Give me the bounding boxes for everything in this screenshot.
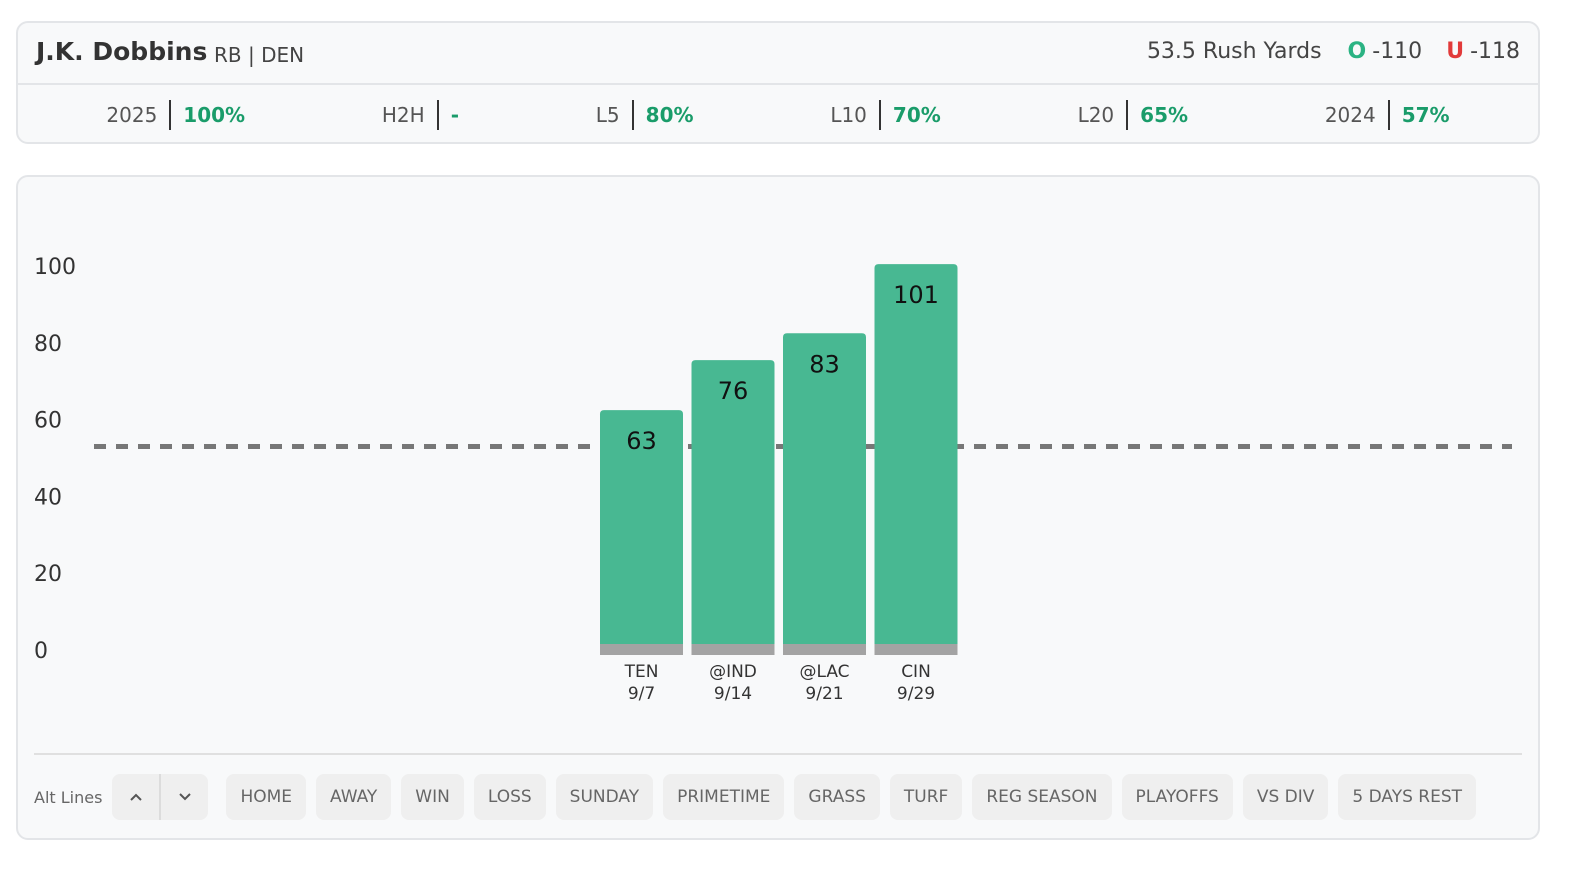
hit-rate-value: 57% bbox=[1401, 102, 1450, 127]
filter-bar: Alt Lines HOME AWAY WIN LOSS SUNDAY PRIMETIME… bbox=[34, 774, 1522, 820]
filter-button[interactable]: HOME bbox=[226, 774, 307, 820]
value-label: 63 bbox=[626, 427, 657, 455]
alt-lines-label: Alt Lines bbox=[34, 787, 103, 807]
x-tick-date: 9/29 bbox=[897, 684, 935, 704]
prop-market: Rush Yards bbox=[1202, 39, 1322, 64]
filter-button[interactable]: LOSS bbox=[473, 774, 546, 820]
alt-line-down[interactable] bbox=[159, 774, 208, 820]
hit-rate: L5 80% bbox=[595, 99, 694, 130]
hit-rate-label: L5 bbox=[595, 102, 620, 127]
hit-rate-label: L10 bbox=[830, 102, 867, 127]
prop-line: 53.5 bbox=[1146, 39, 1196, 64]
bar bbox=[874, 264, 958, 655]
value-label: 83 bbox=[809, 350, 840, 378]
hit-rate: L10 70% bbox=[830, 99, 941, 130]
y-tick-label: 100 bbox=[34, 255, 76, 280]
hit-rate-divider bbox=[878, 99, 881, 130]
value-label: 101 bbox=[893, 281, 939, 309]
hit-rate-divider bbox=[631, 99, 634, 130]
x-tick-date: 9/21 bbox=[805, 684, 843, 704]
filter-button[interactable]: VS DIV bbox=[1242, 774, 1329, 820]
player-name: J.K. Dobbins bbox=[36, 37, 208, 66]
filter-button[interactable]: AWAY bbox=[316, 774, 392, 820]
position-team: RB | DEN bbox=[214, 43, 305, 67]
hit-rate-value: 70% bbox=[892, 102, 941, 127]
y-tick-label: 80 bbox=[34, 332, 62, 357]
hit-rate-divider bbox=[169, 99, 172, 130]
under-odds[interactable]: -118 bbox=[1470, 39, 1520, 64]
filter-button[interactable]: REG SEASON bbox=[972, 774, 1112, 820]
filter-button[interactable]: 5 DAYS REST bbox=[1338, 774, 1477, 820]
hit-rate-value: 80% bbox=[645, 102, 694, 127]
hit-rate-label: 2024 bbox=[1324, 102, 1376, 127]
filter-button[interactable]: GRASS bbox=[794, 774, 880, 820]
filter-button[interactable]: PLAYOFFS bbox=[1121, 774, 1233, 820]
over-label[interactable]: O bbox=[1347, 39, 1367, 64]
hit-rate-value: - bbox=[450, 102, 459, 127]
x-tick-label: CIN bbox=[901, 662, 931, 682]
x-tick-date: 9/7 bbox=[628, 684, 655, 704]
x-tick-date: 9/14 bbox=[714, 684, 752, 704]
player-card: J.K. Dobbins RB | DEN 53.5 Rush Yards O-… bbox=[16, 21, 1540, 144]
over-odds[interactable]: -110 bbox=[1372, 39, 1423, 64]
bar-base bbox=[783, 644, 866, 655]
filter-button[interactable]: PRIMETIME bbox=[663, 774, 785, 820]
x-tick-label: TEN bbox=[624, 662, 659, 682]
y-tick-label: 20 bbox=[34, 562, 62, 587]
hit-rate-value: 65% bbox=[1140, 102, 1189, 127]
hit-rate-divider bbox=[436, 99, 439, 130]
under-label[interactable]: U bbox=[1446, 39, 1465, 64]
chart-card bbox=[16, 175, 1540, 840]
player-header: J.K. Dobbins RB | DEN 53.5 Rush Yards O-… bbox=[18, 23, 1538, 85]
hit-rate-label: L20 bbox=[1077, 102, 1115, 127]
hit-rate-divider bbox=[1387, 99, 1390, 130]
filter-button[interactable]: TURF bbox=[889, 774, 963, 820]
odds: 53.5 Rush Yards O -110 U -118 bbox=[1147, 39, 1520, 64]
y-tick-label: 60 bbox=[34, 409, 62, 434]
hit-rate: 2024 57% bbox=[1324, 99, 1450, 130]
filter-button[interactable]: SUNDAY bbox=[555, 774, 654, 820]
value-label: 76 bbox=[718, 377, 749, 405]
y-tick-label: 40 bbox=[34, 485, 62, 510]
alt-line-arrows bbox=[112, 774, 209, 820]
x-tick-label: @LAC bbox=[799, 662, 849, 682]
y-tick-label: 0 bbox=[34, 639, 48, 664]
hit-rate-label: 2025 bbox=[106, 102, 158, 127]
alt-line-up[interactable] bbox=[112, 774, 159, 820]
hit-rates: 2025 100% H2H - L5 80% L10 70% L20 65% 2024 57% bbox=[18, 85, 1538, 144]
bar bbox=[600, 410, 683, 655]
bar-base bbox=[691, 644, 775, 655]
filter-button[interactable]: WIN bbox=[401, 774, 464, 820]
hit-rate: H2H - bbox=[381, 99, 459, 130]
bar-base bbox=[874, 644, 958, 655]
hit-rate: 2025 100% bbox=[106, 99, 246, 130]
hit-rate-value: 100% bbox=[183, 102, 246, 127]
hit-rate-divider bbox=[1126, 99, 1129, 130]
bar-base bbox=[600, 644, 683, 655]
hit-rate: L20 65% bbox=[1077, 99, 1189, 130]
bar bbox=[691, 360, 775, 655]
x-tick-label: @IND bbox=[709, 662, 757, 682]
hit-rate-label: H2H bbox=[381, 102, 425, 127]
bar bbox=[783, 333, 866, 655]
